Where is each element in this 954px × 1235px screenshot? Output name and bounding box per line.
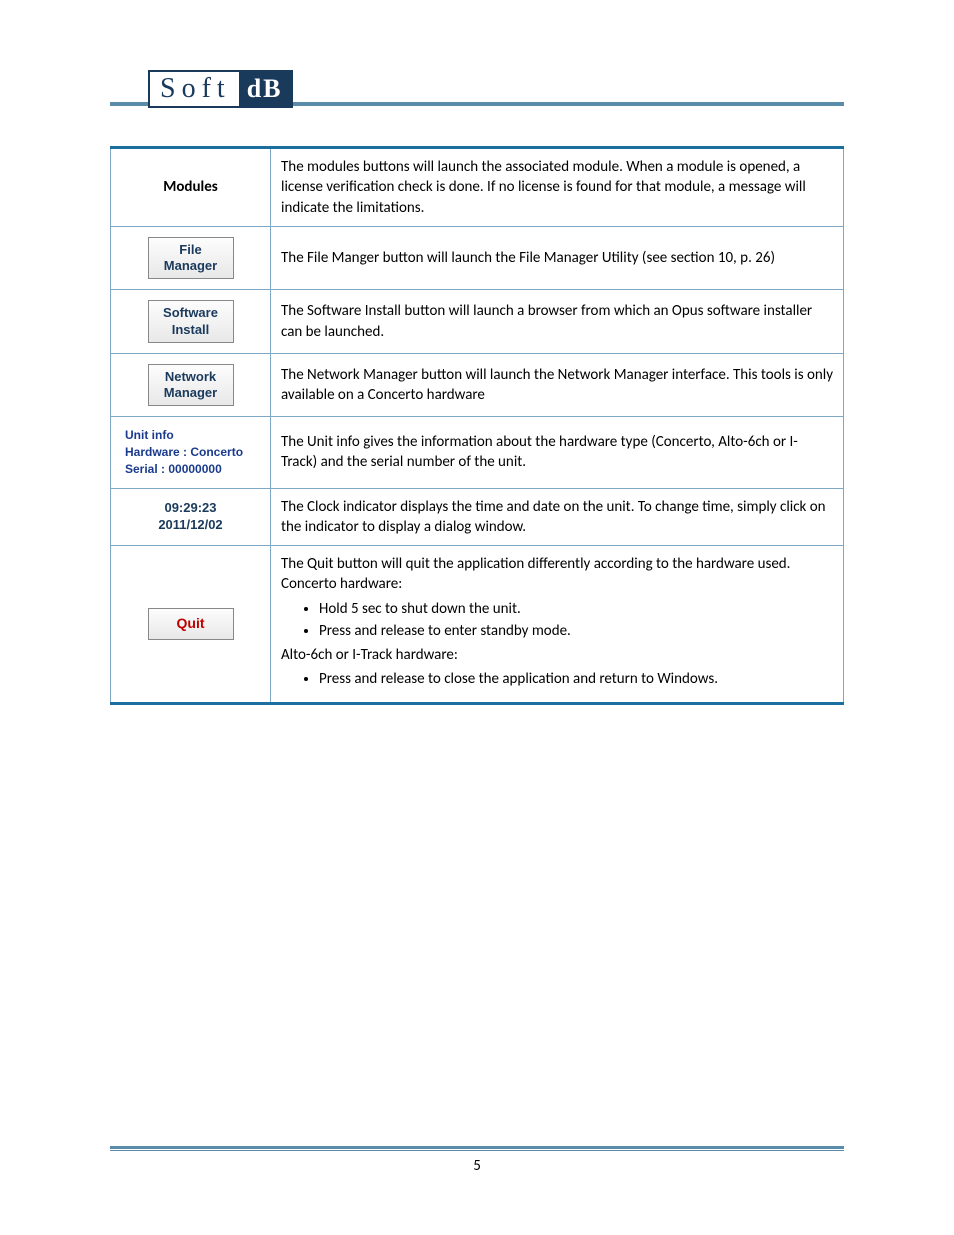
quit-p2: Concerto hardware: (281, 574, 833, 594)
unit-info-desc: The Unit info gives the information abou… (271, 417, 844, 488)
table-row: Software Install The Software Install bu… (111, 290, 844, 354)
unit-info-panel: Unit info Hardware : Concerto Serial : 0… (117, 427, 264, 477)
quit-bullet: Press and release to enter standby mode. (319, 621, 833, 641)
button-line2: Manager (164, 385, 217, 400)
header-rule-right (293, 102, 845, 106)
clock-cell: 09:29:23 2011/12/02 (111, 488, 271, 546)
table-row: Network Manager The Network Manager butt… (111, 353, 844, 417)
button-line2: Manager (164, 258, 217, 273)
header-logo-row: Soft dB (110, 70, 844, 108)
page: Soft dB Modules The modules buttons will… (0, 0, 954, 1235)
modules-desc: The modules buttons will launch the asso… (271, 148, 844, 227)
network-manager-button[interactable]: Network Manager (148, 364, 234, 407)
button-line1: File (179, 242, 201, 257)
quit-bullet: Hold 5 sec to shut down the unit. (319, 599, 833, 619)
logo-text-right: dB (239, 72, 291, 106)
clock-desc: The Clock indicator displays the time an… (271, 488, 844, 546)
table-row: File Manager The File Manger button will… (111, 226, 844, 290)
button-line1: Software (163, 305, 218, 320)
quit-list-alto: Press and release to close the applicati… (281, 669, 833, 689)
software-install-desc: The Software Install button will launch … (271, 290, 844, 354)
table-row: Quit The Quit button will quit the appli… (111, 546, 844, 704)
quit-button[interactable]: Quit (148, 608, 234, 640)
unit-info-cell: Unit info Hardware : Concerto Serial : 0… (111, 417, 271, 488)
reference-table: Modules The modules buttons will launch … (110, 146, 844, 705)
page-footer: 5 (110, 1146, 844, 1175)
table-row: 09:29:23 2011/12/02 The Clock indicator … (111, 488, 844, 546)
software-install-cell: Software Install (111, 290, 271, 354)
quit-bullet: Press and release to close the applicati… (319, 669, 833, 689)
page-number: 5 (110, 1157, 844, 1175)
logo-text-left: Soft (150, 73, 239, 105)
logo: Soft dB (148, 70, 293, 108)
modules-label: Modules (163, 178, 218, 196)
unit-info-serial: Serial : 00000000 (125, 461, 264, 478)
unit-info-title: Unit info (125, 427, 264, 444)
footer-rule-thick (110, 1146, 844, 1149)
file-manager-desc: The File Manger button will launch the F… (271, 226, 844, 290)
quit-list-concerto: Hold 5 sec to shut down the unit. Press … (281, 599, 833, 642)
footer-rule-thin (110, 1150, 844, 1151)
file-manager-button[interactable]: File Manager (148, 237, 234, 280)
quit-p1: The Quit button will quit the applicatio… (281, 554, 833, 574)
header-rule-left (110, 102, 148, 106)
modules-label-cell: Modules (111, 148, 271, 227)
button-line2: Install (172, 322, 210, 337)
unit-info-hardware: Hardware : Concerto (125, 444, 264, 461)
clock-indicator[interactable]: 09:29:23 2011/12/02 (117, 500, 264, 534)
clock-date: 2011/12/02 (117, 517, 264, 534)
file-manager-cell: File Manager (111, 226, 271, 290)
quit-cell: Quit (111, 546, 271, 704)
table-row: Unit info Hardware : Concerto Serial : 0… (111, 417, 844, 488)
network-manager-cell: Network Manager (111, 353, 271, 417)
quit-p3: Alto-6ch or I-Track hardware: (281, 645, 833, 665)
table-row: Modules The modules buttons will launch … (111, 148, 844, 227)
network-manager-desc: The Network Manager button will launch t… (271, 353, 844, 417)
button-line1: Network (165, 369, 216, 384)
software-install-button[interactable]: Software Install (148, 300, 234, 343)
clock-time: 09:29:23 (117, 500, 264, 517)
quit-desc: The Quit button will quit the applicatio… (271, 546, 844, 704)
